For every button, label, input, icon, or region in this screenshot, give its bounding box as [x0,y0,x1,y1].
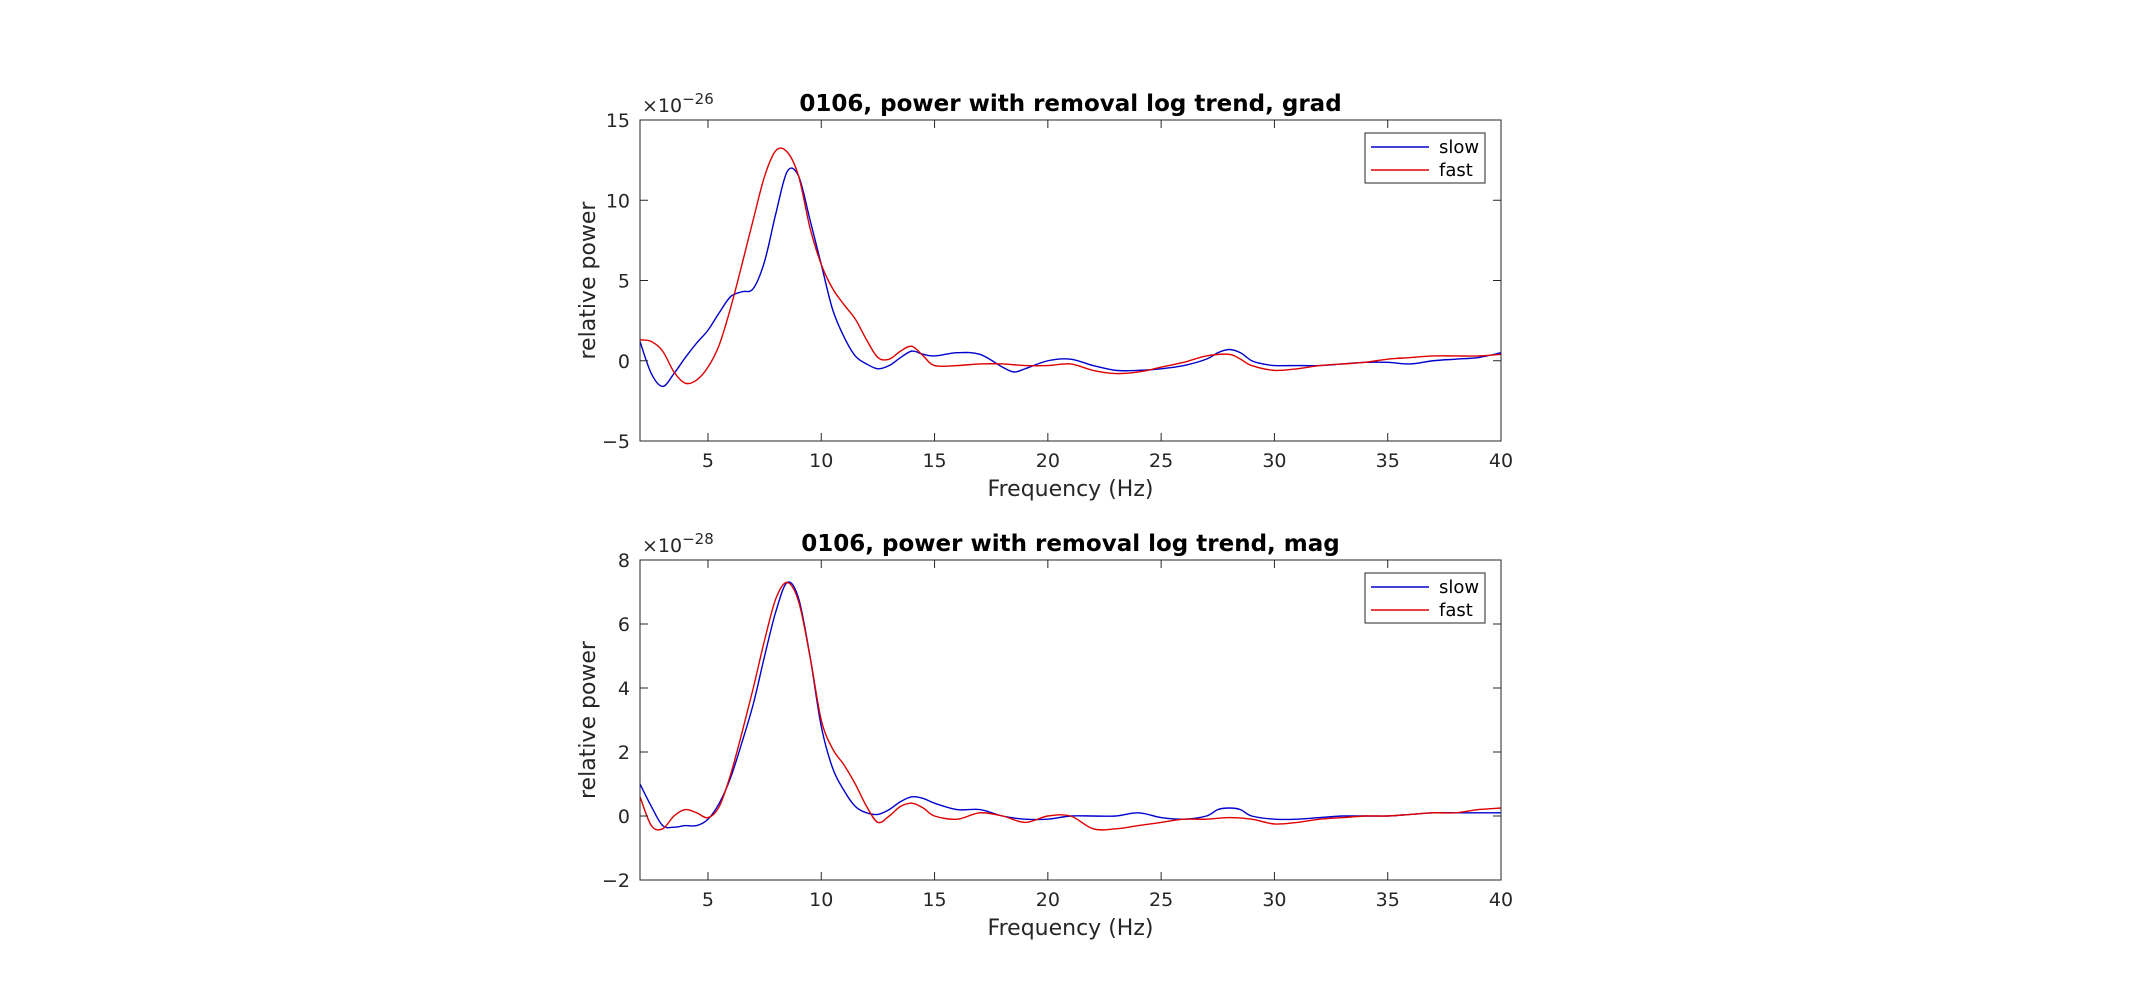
y-tick-label: 5 [618,271,630,293]
x-tick-label: 25 [1149,889,1173,911]
x-tick-label: 35 [1376,450,1400,472]
x-tick-label: 10 [809,889,833,911]
x-tick-label: 15 [922,889,946,911]
y-tick-label: 2 [618,742,630,764]
x-tick-label: 10 [809,450,833,472]
y-tick-label: 10 [606,190,630,212]
x-tick-label: 15 [922,450,946,472]
x-tick-label: 25 [1149,450,1173,472]
x-tick-label: 5 [702,889,714,911]
x-tick-label: 20 [1036,889,1060,911]
x-tick-label: 40 [1489,450,1513,472]
y-tick-label: −2 [602,870,630,892]
y-tick-label: 0 [618,351,630,373]
x-tick-label: 30 [1262,450,1286,472]
x-tick-label: 40 [1489,889,1513,911]
legend-label-slow: slow [1439,137,1479,158]
y-axis-label: relative power [576,201,601,360]
legend-box [1364,132,1486,184]
y-exponent-label: ×10−28 [642,530,714,557]
y-exponent-label: ×10−26 [642,90,714,117]
chart-panel-2: 5 10 15 20 25 30 35 40 −2 0 2 4 6 8 ×10−28 0106, power … [576,530,1513,941]
y-tick-label: −5 [602,431,630,453]
x-tick-label: 5 [702,450,714,472]
y-tick-label: 4 [618,678,630,700]
x-tick-label: 20 [1036,450,1060,472]
series-line-fast [640,581,1501,831]
x-axis-label: Frequency (Hz) [988,477,1154,502]
y-tick-label: 6 [618,614,630,636]
y-tick-label: 0 [618,806,630,828]
x-axis-label: Frequency (Hz) [988,916,1154,941]
legend-box [1364,572,1486,624]
y-tick-label: 8 [618,550,630,572]
chart-title: 0106, power with removal log trend, mag [801,531,1339,557]
legend-label-fast: fast [1439,600,1473,621]
y-tick-label: 15 [606,110,630,132]
x-tick-label: 35 [1376,889,1400,911]
series-line-slow [640,167,1501,388]
chart-panel-1: 5 10 15 20 25 30 35 40 −5 0 5 10 15 ×10−26 0106, power… [576,90,1513,502]
series-line-slow [640,581,1501,829]
x-tick-label: 30 [1262,889,1286,911]
legend-label-fast: fast [1439,160,1473,181]
legend-label-slow: slow [1439,577,1479,598]
y-axis-label: relative power [576,640,601,799]
series-line-fast [640,147,1501,385]
axes-box [639,559,1502,881]
chart-title: 0106, power with removal log trend, grad [799,91,1341,117]
